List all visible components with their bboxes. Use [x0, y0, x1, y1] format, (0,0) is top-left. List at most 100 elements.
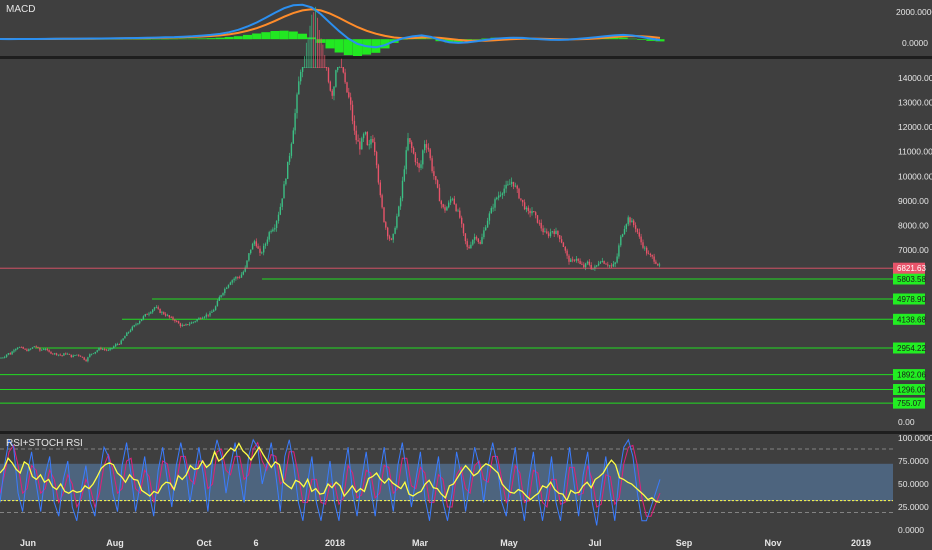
macd-histogram-bar: [444, 39, 454, 43]
candle-body: [553, 231, 555, 234]
price-pane: 14000.00 13000.00 12000.00 11000.00 10000.00…: [0, 6, 932, 427]
macd-histogram-bar: [178, 38, 188, 40]
candle-body: [525, 207, 528, 210]
candle-body: [41, 349, 43, 351]
candle-body: [226, 287, 228, 289]
candle-body: [414, 153, 417, 163]
candle-body: [192, 321, 195, 323]
macd-histogram-bar: [252, 33, 262, 40]
candle-body: [416, 162, 418, 164]
candle-body: [594, 266, 596, 269]
candle-body: [246, 260, 248, 268]
candle-body: [627, 217, 629, 225]
candle-body: [634, 225, 637, 229]
support-level-value: 2954.22: [897, 344, 926, 353]
price-axis-tick: 9000.00: [898, 196, 929, 206]
candle-body: [120, 340, 122, 345]
candle-body: [250, 249, 252, 254]
candle-body: [166, 315, 169, 317]
time-axis-tick: Nov: [764, 538, 781, 548]
candle-body: [314, 67, 317, 68]
candle-body: [63, 353, 65, 356]
candle-body: [168, 315, 170, 318]
candle-body: [523, 202, 526, 210]
candle-body: [322, 67, 324, 68]
macd-histogram-bar: [133, 39, 142, 40]
candle-body: [536, 215, 539, 223]
macd-axis-tick-top: 2000.0000: [896, 7, 932, 17]
candle-body: [542, 228, 544, 233]
candle-body: [233, 278, 235, 281]
candle-body: [105, 349, 108, 351]
candle-body: [348, 92, 350, 98]
candle-body: [388, 236, 391, 239]
candle-body: [139, 321, 141, 324]
candle-body: [177, 321, 180, 324]
candle-body: [285, 178, 287, 185]
candle-body: [320, 67, 322, 68]
candle-body: [190, 322, 193, 324]
macd-histogram-bar: [288, 31, 298, 40]
candle-body: [481, 237, 483, 244]
candle-body: [170, 317, 172, 318]
candle-body: [409, 138, 411, 143]
candle-body: [331, 90, 333, 96]
macd-histogram-bar: [261, 32, 271, 40]
candle-body: [603, 261, 605, 264]
candle-body: [418, 163, 420, 168]
candle-body: [303, 67, 306, 68]
candle-body: [124, 336, 126, 339]
candle-body: [596, 265, 598, 267]
candle-body: [161, 312, 163, 313]
candle-body: [583, 264, 585, 268]
macd-histogram-bar: [426, 38, 436, 40]
candle-body: [68, 353, 71, 355]
candle-body: [468, 246, 470, 249]
candle-body: [203, 316, 206, 318]
macd-histogram-bar: [243, 34, 252, 40]
candle-body: [427, 147, 430, 150]
candle-body: [424, 144, 426, 151]
candle-body: [146, 314, 148, 315]
stoch-d-line: [0, 441, 661, 517]
candle-body: [533, 211, 535, 213]
candle-body: [568, 255, 570, 262]
time-axis-tick: 2019: [851, 538, 871, 548]
candle-body: [281, 198, 283, 207]
candle-body: [237, 277, 239, 278]
candle-body: [140, 319, 143, 322]
candle-body: [597, 263, 600, 266]
candle-body: [316, 67, 319, 68]
candle-body: [229, 282, 232, 285]
support-level-tag: [893, 342, 925, 354]
candle-body: [96, 350, 98, 352]
candle-body: [7, 353, 10, 355]
candle-body: [531, 211, 533, 214]
candle-body: [621, 234, 624, 237]
candle-body: [70, 354, 72, 358]
candle-body: [499, 194, 502, 196]
time-axis-tick: Sep: [676, 538, 693, 548]
candle-body: [340, 67, 343, 68]
candle-body: [174, 319, 176, 322]
candle-body: [399, 198, 402, 207]
candle-body: [338, 67, 341, 68]
support-level-value: 4138.68: [897, 315, 926, 324]
candle-body: [155, 307, 158, 308]
macd-histogram-bar: [224, 37, 234, 40]
candle-body: [0, 357, 2, 359]
candle-body: [263, 245, 265, 253]
candle-body: [55, 353, 58, 355]
candle-body: [444, 207, 446, 211]
macd-histogram-bar: [169, 38, 179, 40]
candle-body: [453, 198, 455, 205]
candle-body: [605, 263, 607, 265]
rsi-axis-tick: 100.0000: [898, 433, 932, 443]
candle-body: [187, 324, 189, 325]
candle-body: [179, 323, 182, 327]
candle-body: [100, 348, 102, 350]
candle-body: [305, 67, 307, 68]
macd-histogram-bar: [637, 39, 647, 40]
time-axis-tick: 6: [253, 538, 258, 548]
candle-body: [83, 357, 85, 360]
